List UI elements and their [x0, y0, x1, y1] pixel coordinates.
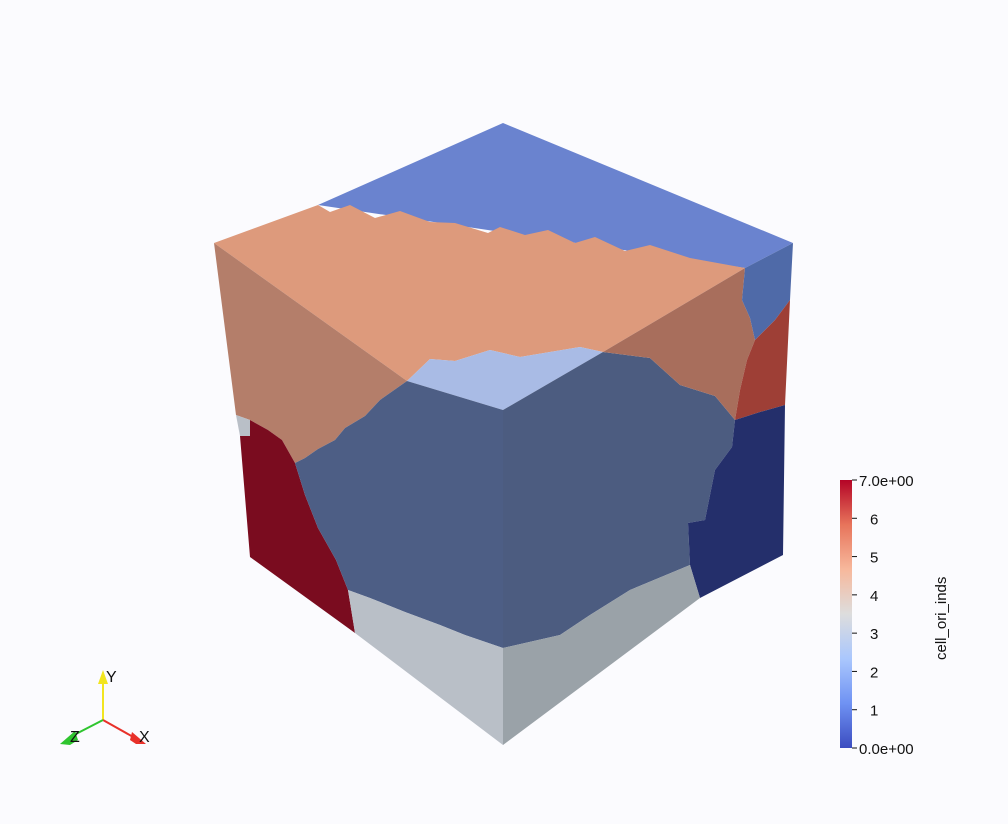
- colorbar: 7.0e+00 0.0e+00 6 5 4 3 2 1 cell_ori_inds: [840, 473, 950, 758]
- right-face-navy-region: [688, 405, 785, 598]
- colorbar-tick-label: 2: [870, 664, 878, 681]
- colorbar-max-label: 7.0e+00: [859, 473, 914, 490]
- y-axis-label: Y: [106, 669, 117, 686]
- x-axis-arrowhead: [130, 732, 146, 744]
- colorbar-tick-label: 3: [870, 626, 878, 643]
- colorbar-ticks: [852, 479, 857, 749]
- z-axis-arrowhead: [60, 731, 78, 745]
- colorbar-min-label: 0.0e+00: [859, 741, 914, 758]
- colorbar-tick-labels: 6 5 4 3 2 1: [870, 511, 878, 719]
- axes-orientation-triad[interactable]: Y X Z: [60, 669, 150, 746]
- right-face-blue-region: [742, 243, 793, 340]
- colorbar-gradient: [840, 480, 852, 748]
- top-face-blue-region: [318, 123, 793, 268]
- colorbar-tick-label: 1: [870, 703, 878, 720]
- top-face-light-blue-region: [407, 347, 603, 410]
- x-axis-line: [102, 719, 136, 739]
- right-face-gray-region: [503, 565, 700, 745]
- x-axis-label: X: [139, 729, 150, 746]
- left-face-gray-region: [348, 590, 503, 745]
- colorbar-title: cell_ori_inds: [933, 577, 950, 660]
- right-face-slate-region: [503, 352, 735, 648]
- colorbar-tick-label: 4: [870, 588, 878, 605]
- left-face-gray-sliver: [236, 415, 250, 436]
- left-face-dark-red-region: [240, 420, 355, 633]
- cube-render[interactable]: [214, 123, 793, 745]
- z-axis-label: Z: [70, 729, 80, 746]
- top-face-orange-band: [214, 205, 745, 381]
- colorbar-tick-label: 5: [870, 550, 878, 567]
- left-face-slate-region: [295, 381, 503, 648]
- left-face-orange-region: [214, 243, 407, 463]
- y-axis-arrowhead: [98, 670, 108, 684]
- right-face-orange-region: [603, 268, 755, 420]
- right-face-brick-red-region: [735, 300, 790, 420]
- colorbar-tick-label: 6: [870, 511, 878, 528]
- z-axis-line: [71, 719, 104, 737]
